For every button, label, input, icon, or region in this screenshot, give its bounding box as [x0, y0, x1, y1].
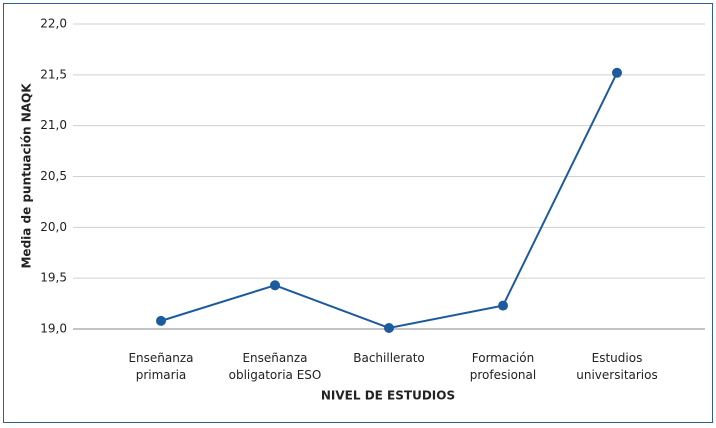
data-line [160, 72, 618, 330]
frame [3, 3, 713, 423]
y-tick-label: 21,5 [40, 67, 67, 81]
x-tick-label: Enseñanza primaria [128, 351, 194, 382]
y-tick-label: 19,0 [40, 322, 67, 336]
x-tick-label: Formación profesional [469, 351, 537, 382]
x-tick-label: Bachillerato [353, 351, 425, 365]
x-tick-label: Estudios universitarios [576, 351, 658, 382]
y-axis-title: Media de puntuación NAQK [20, 83, 34, 269]
data-point [156, 315, 166, 326]
y-tick-label: 19,5 [40, 271, 67, 285]
y-tick-label: 22,0 [40, 17, 67, 31]
x-tick-label: Enseñanza obligatoria ESO [228, 351, 322, 382]
y-tick-label: 20,5 [40, 169, 67, 183]
data-point [270, 280, 280, 291]
y-tick-label: 21,0 [40, 118, 67, 132]
data-point [612, 67, 622, 78]
data-point [498, 300, 508, 311]
y-tick-label: 20,0 [40, 220, 67, 234]
data-point [384, 322, 394, 333]
x-axis-title: NIVEL DE ESTUDIOS [321, 389, 455, 403]
